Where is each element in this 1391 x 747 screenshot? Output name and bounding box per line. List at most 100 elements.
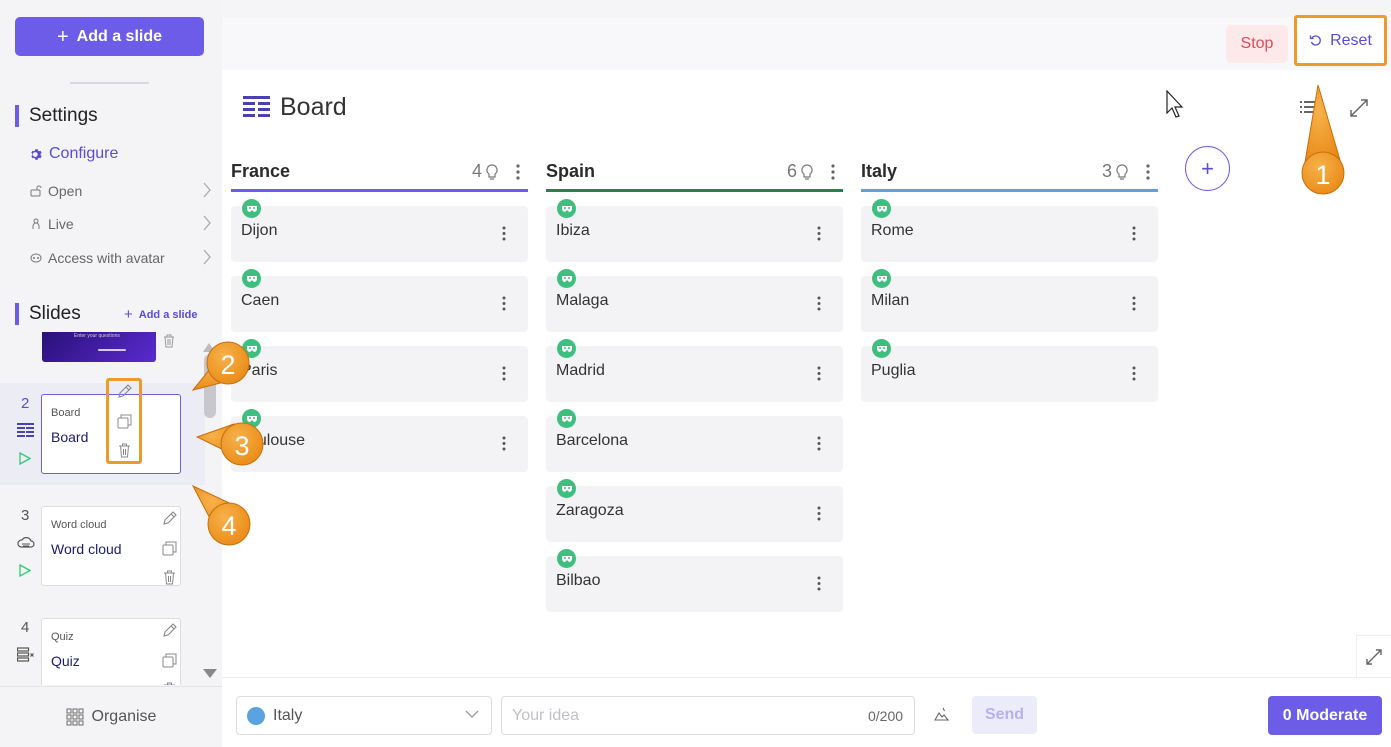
column-select[interactable]: Italy: [236, 696, 492, 735]
avatar-mask-icon: [246, 276, 257, 282]
idea-composer: Italy 0/200 Send 0 Moderate: [222, 677, 1391, 747]
slide-preview-image: Enter your questions: [42, 332, 156, 362]
idea-card[interactable]: Toulouse: [231, 409, 528, 472]
duplicate-icon[interactable]: [117, 414, 132, 429]
card-menu-icon[interactable]: [817, 296, 821, 311]
duplicate-icon[interactable]: [162, 541, 177, 556]
idea-text: Malaga: [556, 292, 609, 309]
idea-count: 3: [1101, 161, 1112, 181]
trash-icon[interactable]: [163, 334, 175, 348]
sidebar-item-access-avatar[interactable]: Access with avatar: [30, 247, 212, 269]
idea-card[interactable]: Ibiza: [546, 199, 843, 262]
scroll-up-arrow[interactable]: [203, 343, 215, 352]
slide-card[interactable]: Quiz Quiz: [41, 618, 181, 685]
moderate-button[interactable]: 0 Moderate: [1268, 696, 1382, 735]
organise-button[interactable]: Organise: [0, 686, 222, 747]
edit-pencil-icon[interactable]: [162, 623, 177, 638]
card-menu-icon[interactable]: [817, 226, 821, 241]
card-menu-icon[interactable]: [1132, 366, 1136, 381]
add-slide-link[interactable]: + Add a slide: [124, 306, 197, 323]
slides-title: Slides: [15, 303, 81, 325]
cloud-icon: [17, 537, 35, 548]
add-slide-label: Add a slide: [76, 27, 163, 45]
slide-thumbnail-1[interactable]: Enter your questions: [41, 332, 181, 362]
trash-icon[interactable]: [118, 443, 131, 458]
column-header: France 4: [231, 154, 528, 192]
slide-row-quiz[interactable]: 4 Quiz Quiz: [0, 607, 205, 685]
chevron-right-icon: [203, 182, 211, 198]
live-user-icon: [30, 218, 44, 230]
idea-card[interactable]: Madrid: [546, 339, 843, 402]
reset-button[interactable]: Reset: [1294, 15, 1387, 66]
slide-tools: [106, 378, 142, 464]
idea-card[interactable]: Puglia: [861, 339, 1158, 402]
edit-pencil-icon[interactable]: [117, 384, 132, 399]
idea-card[interactable]: Caen: [231, 269, 528, 332]
card-menu-icon[interactable]: [817, 436, 821, 451]
idea-text: Milan: [871, 292, 910, 309]
card-menu-icon[interactable]: [1132, 296, 1136, 311]
card-menu-icon[interactable]: [502, 436, 506, 451]
column-menu-icon[interactable]: [516, 163, 520, 180]
add-slide-button[interactable]: + Add a slide: [15, 17, 204, 56]
column-italy: Italy 3 Rome Milan Puglia: [861, 154, 1158, 402]
gear-icon: [31, 148, 42, 160]
idea-card[interactable]: Rome: [861, 199, 1158, 262]
idea-card[interactable]: Barcelona: [546, 409, 843, 472]
column-header: Spain 6: [546, 154, 843, 192]
play-icon[interactable]: [19, 564, 31, 577]
card-menu-icon[interactable]: [1132, 226, 1136, 241]
slide-row-word-cloud[interactable]: 3 Word cloud Word cloud: [0, 495, 205, 597]
card-menu-icon[interactable]: [502, 226, 506, 241]
duplicate-icon[interactable]: [162, 653, 177, 668]
idea-text: Ibiza: [556, 222, 590, 239]
card-menu-icon[interactable]: [817, 506, 821, 521]
avatar-mask-icon: [561, 486, 572, 492]
slide-card[interactable]: Board Board: [41, 394, 181, 474]
idea-card[interactable]: Paris: [231, 339, 528, 402]
fullscreen-icon[interactable]: [1350, 99, 1368, 117]
scroll-down-arrow[interactable]: [203, 669, 217, 678]
card-list: Dijon Caen Paris Toulouse: [231, 199, 528, 472]
list-view-icon[interactable]: [1300, 100, 1316, 114]
column-header: Italy 3: [861, 154, 1158, 192]
slide-row-board[interactable]: 2 Board Board: [0, 378, 205, 485]
slide-type-label: Quiz: [51, 631, 74, 643]
scrollbar-thumb[interactable]: [204, 354, 216, 418]
send-button[interactable]: Send: [972, 696, 1037, 734]
idea-input[interactable]: [501, 696, 915, 735]
column-color-dot: [247, 706, 265, 725]
sidebar-item-label: Open: [48, 183, 83, 199]
slide-card[interactable]: Word cloud Word cloud: [41, 506, 181, 586]
slide-tools: [158, 511, 180, 585]
expand-panel-button[interactable]: [1356, 635, 1391, 677]
stop-button[interactable]: Stop: [1226, 25, 1288, 63]
configure-link[interactable]: Configure: [30, 145, 118, 163]
page-title: Board: [243, 93, 347, 122]
card-menu-icon[interactable]: [502, 296, 506, 311]
column-menu-icon[interactable]: [1146, 163, 1150, 180]
sidebar-item-live[interactable]: Live: [30, 213, 212, 235]
slide-number: 3: [21, 507, 30, 524]
idea-card[interactable]: Milan: [861, 269, 1158, 332]
idea-card[interactable]: Zaragoza: [546, 479, 843, 542]
trash-icon[interactable]: [163, 682, 176, 685]
image-upload-icon[interactable]: [934, 706, 950, 722]
card-menu-icon[interactable]: [502, 366, 506, 381]
avatar: [557, 269, 576, 288]
play-icon[interactable]: [19, 452, 31, 465]
idea-card[interactable]: Bilbao: [546, 549, 843, 612]
card-menu-icon[interactable]: [817, 366, 821, 381]
idea-card[interactable]: Dijon: [231, 199, 528, 262]
edit-pencil-icon[interactable]: [162, 511, 177, 526]
trash-icon[interactable]: [163, 570, 176, 585]
character-counter: 0/200: [868, 708, 904, 724]
card-list: Ibiza Malaga Madrid Barcelona Zaragoza Bilbao: [546, 199, 843, 612]
add-column-button[interactable]: +: [1185, 146, 1230, 191]
idea-card[interactable]: Malaga: [546, 269, 843, 332]
card-menu-icon[interactable]: [817, 576, 821, 591]
avatar: [872, 339, 891, 358]
column-menu-icon[interactable]: [831, 163, 835, 180]
avatar-mask-icon: [876, 276, 887, 282]
sidebar-item-open[interactable]: Open: [30, 180, 212, 202]
